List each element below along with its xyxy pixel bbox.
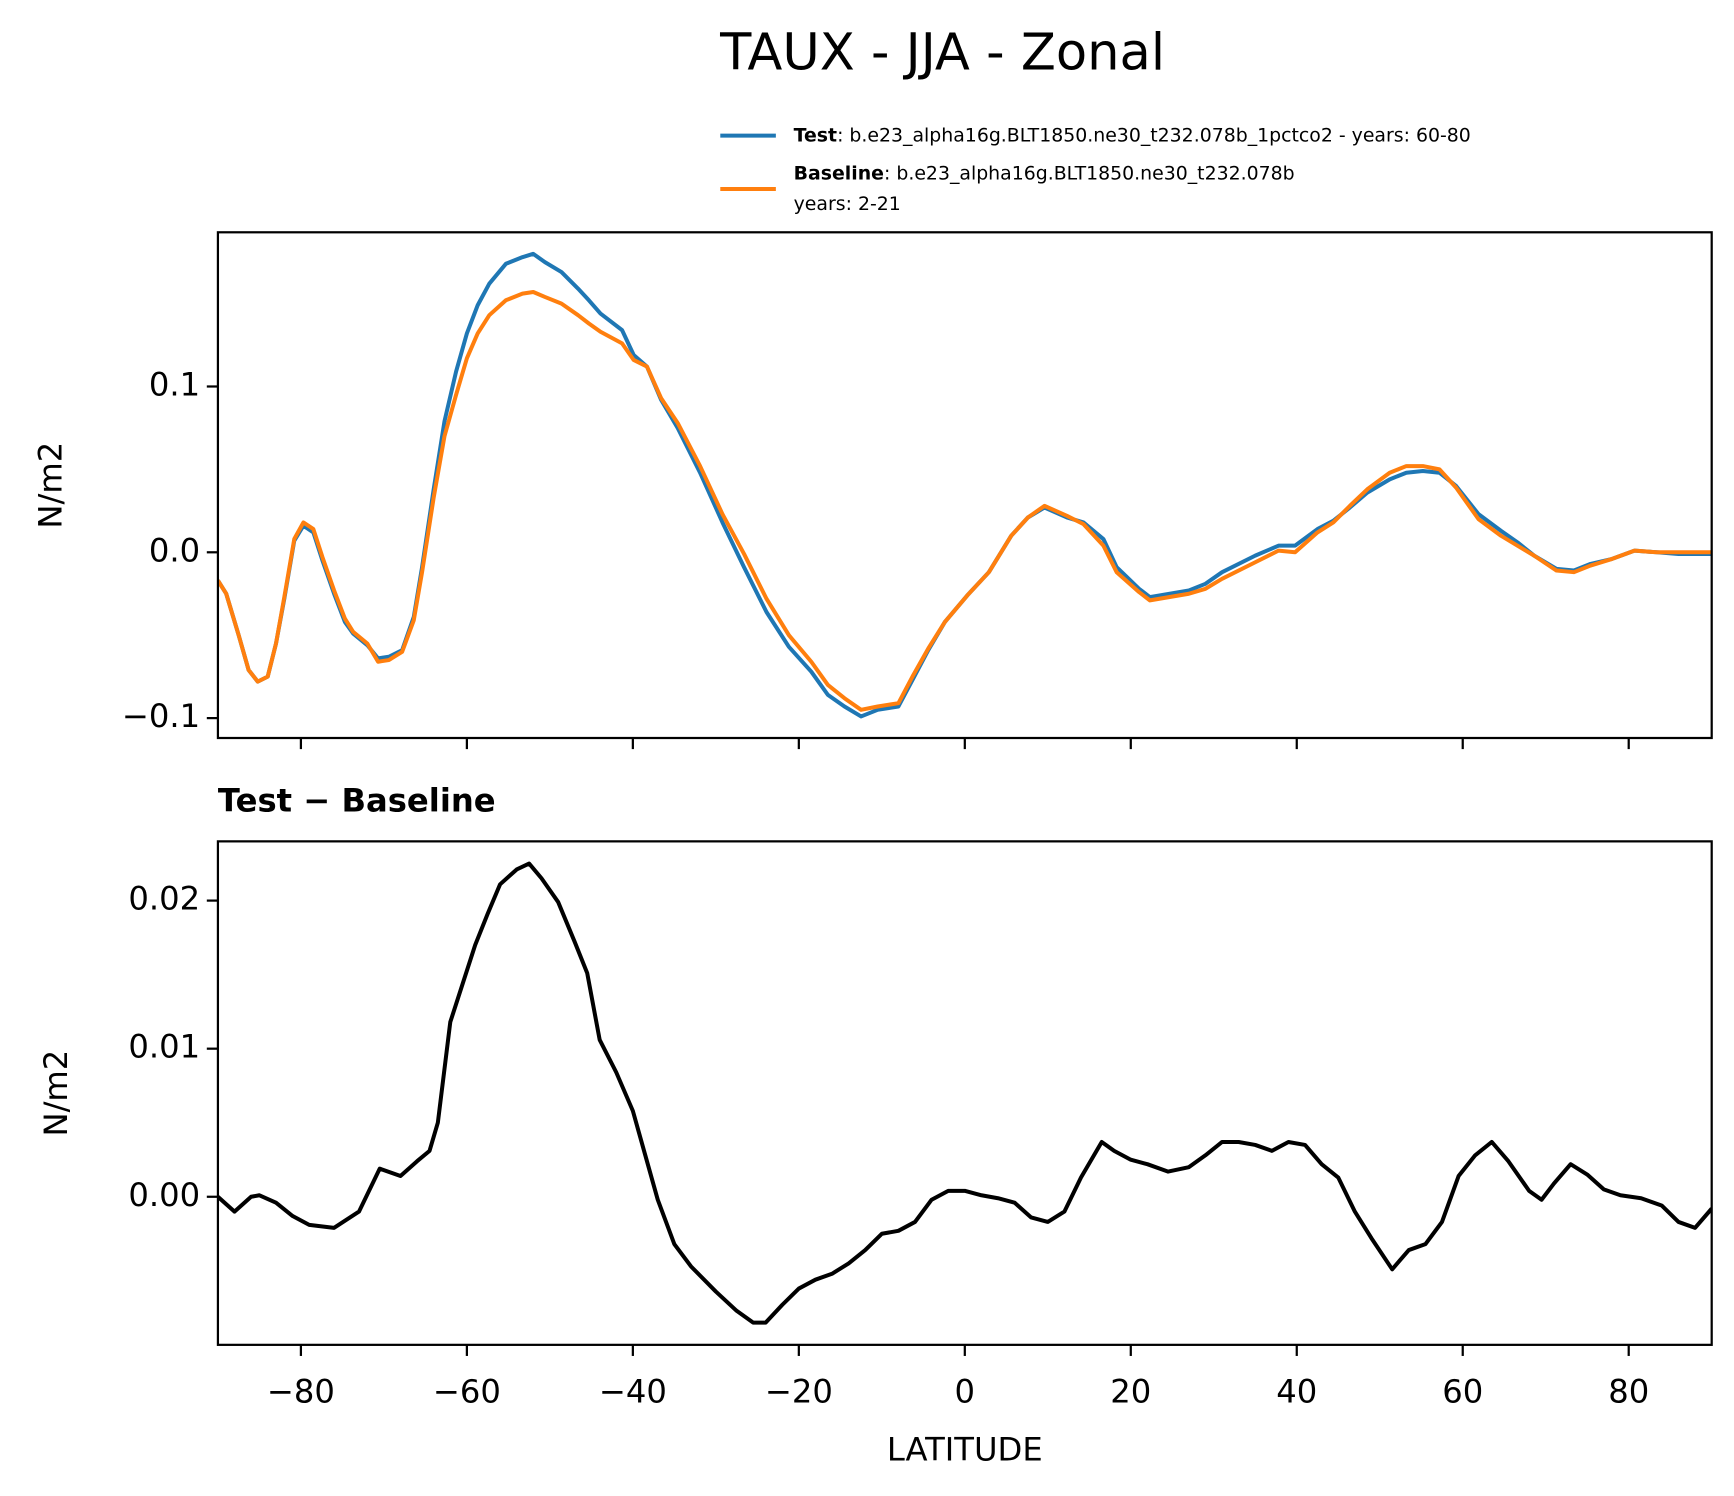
data-line [217,289,1712,712]
x-tick-label: 40 [1276,1373,1317,1411]
x-tick-label: −80 [267,1373,335,1411]
y-tick-label: 0.01 [128,1028,200,1066]
legend-detail: : b.e23_alpha16g.BLT1850.ne30_t232.078b [884,162,1295,184]
plot-area [217,251,1712,719]
x-tick-label: 60 [1442,1373,1483,1411]
y-tick-label: 0.1 [149,365,200,403]
x-tick-label: −40 [599,1373,667,1411]
x-tick-label: 20 [1110,1373,1151,1411]
x-tick-label: −60 [433,1373,501,1411]
axes-frame [216,231,1713,740]
legend-name: Test [794,124,837,146]
plot-area [217,861,1712,1325]
x-axis-label: LATITUDE [887,1431,1043,1469]
legend-name: Baseline [794,162,884,184]
y-tick-label: 0.0 [149,531,200,569]
y-tick-label: 0.02 [128,880,200,918]
y-axis-label: N/m2 [37,1050,75,1137]
legend-entry: Test: b.e23_alpha16g.BLT1850.ne30_t232.0… [794,124,1471,146]
x-tick-label: 0 [955,1373,976,1411]
x-tick-label: −20 [765,1373,833,1411]
axes-frame [216,840,1713,1346]
subplot-title: Test − Baseline [218,781,496,819]
data-line [217,251,1712,719]
data-line [217,861,1712,1325]
legend-detail: : b.e23_alpha16g.BLT1850.ne30_t232.078b_… [837,124,1471,146]
y-axis-label: N/m2 [31,442,69,529]
figure-title: TAUX - JJA - Zonal [719,24,1165,83]
legend-detail-line: years: 2-21 [794,193,901,215]
y-tick-label: 0.00 [128,1176,200,1214]
x-tick-label: 80 [1608,1373,1649,1411]
y-tick-label: −0.1 [122,697,200,735]
legend-entry: Baseline: b.e23_alpha16g.BLT1850.ne30_t2… [794,162,1295,184]
